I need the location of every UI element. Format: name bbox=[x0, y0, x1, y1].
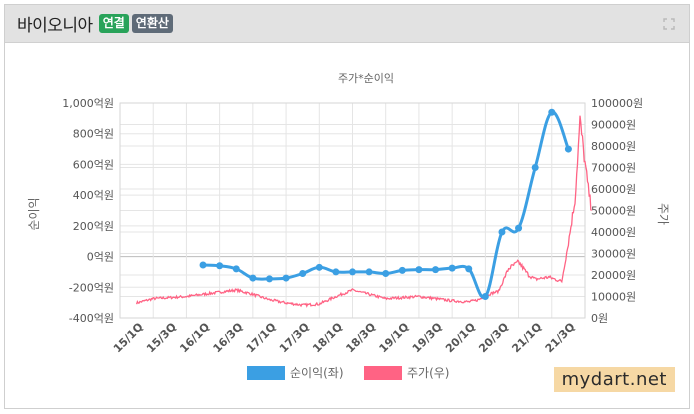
left-tick-label: 200억원 bbox=[73, 220, 114, 233]
left-tick-label: 0억원 bbox=[87, 251, 114, 264]
x-tick-label: 16/1Q bbox=[177, 320, 212, 355]
net-income-point[interactable] bbox=[432, 266, 440, 274]
right-tick-label: 30000원 bbox=[591, 248, 636, 261]
net-income-point[interactable] bbox=[498, 228, 506, 236]
right-tick-label: 90000원 bbox=[591, 119, 636, 132]
x-tick-label: 19/3Q bbox=[410, 320, 445, 355]
net-income-point[interactable] bbox=[415, 266, 423, 274]
legend-label-stock-price[interactable]: 주가(우) bbox=[407, 366, 449, 380]
combo-chart: 0원 10000원 20000원 30000원 40000원 50000원 60000원 70… bbox=[27, 72, 670, 380]
x-tick-label: 21/1Q bbox=[509, 320, 544, 355]
net-income-point[interactable] bbox=[481, 293, 489, 300]
legend-swatch-net-income[interactable] bbox=[247, 366, 285, 380]
x-tick-label: 20/1Q bbox=[443, 320, 478, 355]
left-tick-label: 1,000억원 bbox=[62, 97, 114, 110]
right-axis-label: 주가 bbox=[656, 203, 670, 225]
net-income-point[interactable] bbox=[564, 145, 572, 153]
left-tick-label: 800억원 bbox=[73, 128, 114, 141]
left-tick-label: 600억원 bbox=[73, 158, 114, 171]
x-tick-label: 18/1Q bbox=[310, 320, 345, 355]
right-tick-label: 50000원 bbox=[591, 205, 636, 218]
x-tick-label: 15/1Q bbox=[111, 320, 146, 355]
right-tick-label: 70000원 bbox=[591, 162, 636, 175]
net-income-point[interactable] bbox=[465, 265, 473, 273]
left-axis-label: 순이익 bbox=[27, 197, 41, 230]
watermark: mydart.net bbox=[553, 367, 675, 392]
stock-price-line bbox=[135, 115, 593, 308]
panel-header: 바이오니아 연결 연환산 bbox=[5, 5, 689, 43]
consolidated-badge[interactable]: 연결 bbox=[98, 14, 129, 33]
right-tick-label: 100000원 bbox=[591, 97, 643, 110]
net-income-point[interactable] bbox=[365, 268, 373, 276]
chart-area: 0원 10000원 20000원 30000원 40000원 50000원 60000원 70… bbox=[5, 43, 691, 410]
annualized-badge[interactable]: 연환산 bbox=[131, 14, 173, 33]
net-income-point[interactable] bbox=[382, 269, 390, 277]
x-tick-label: 16/3Q bbox=[211, 320, 246, 355]
left-tick-label: -200억원 bbox=[69, 281, 114, 294]
net-income-point[interactable] bbox=[216, 262, 224, 270]
plot-border bbox=[119, 102, 586, 319]
net-income-point[interactable] bbox=[282, 274, 290, 282]
company-name: 바이오니아 bbox=[17, 16, 93, 36]
right-tick-label: 80000원 bbox=[591, 140, 636, 153]
net-income-point[interactable] bbox=[299, 269, 307, 277]
net-income-point[interactable] bbox=[531, 164, 539, 171]
net-income-point[interactable] bbox=[249, 274, 257, 282]
chart-panel: 바이오니아 연결 연환산 0원 10000원 20000원 30000원 40000원 5… bbox=[4, 4, 690, 409]
x-tick-label: 18/3Q bbox=[343, 320, 378, 355]
legend-swatch-stock-price[interactable] bbox=[364, 366, 402, 380]
net-income-point[interactable] bbox=[349, 268, 356, 276]
right-tick-label: 0원 bbox=[591, 312, 608, 325]
chart-title: 주가*순이익 bbox=[338, 72, 394, 85]
left-tick-label: 400억원 bbox=[73, 189, 114, 202]
expand-icon[interactable] bbox=[663, 18, 675, 30]
x-tick-label: 17/3Q bbox=[277, 320, 312, 355]
net-income-point[interactable] bbox=[232, 265, 240, 273]
left-tick-label: -400억원 bbox=[69, 312, 114, 325]
net-income-point[interactable] bbox=[548, 108, 556, 116]
x-tick-label: 19/1Q bbox=[377, 320, 412, 355]
net-income-point[interactable] bbox=[448, 264, 456, 272]
right-tick-label: 60000원 bbox=[591, 183, 636, 196]
legend-label-net-income[interactable]: 순이익(좌) bbox=[290, 366, 344, 380]
x-tick-label: 21/3Q bbox=[543, 320, 578, 355]
net-income-point[interactable] bbox=[315, 263, 323, 271]
net-income-point[interactable] bbox=[398, 266, 406, 274]
x-tick-label: 17/1Q bbox=[244, 320, 279, 355]
right-tick-label: 20000원 bbox=[591, 269, 636, 282]
net-income-point[interactable] bbox=[265, 275, 273, 283]
net-income-point[interactable] bbox=[199, 261, 207, 269]
net-income-point[interactable] bbox=[515, 224, 523, 232]
right-tick-label: 10000원 bbox=[591, 291, 636, 304]
x-tick-label: 15/3Q bbox=[144, 320, 179, 355]
net-income-point[interactable] bbox=[332, 268, 340, 276]
legend: 순이익(좌) 주가(우) bbox=[247, 366, 449, 380]
x-tick-label: 20/3Q bbox=[476, 320, 511, 355]
right-tick-label: 40000원 bbox=[591, 226, 636, 239]
